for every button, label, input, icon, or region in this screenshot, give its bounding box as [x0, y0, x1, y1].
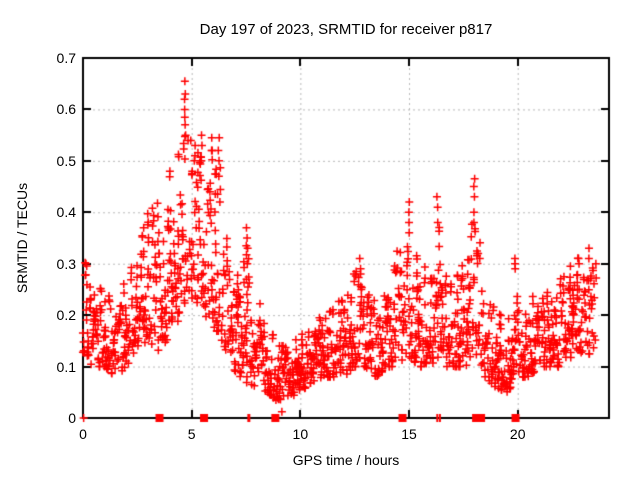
- y-tick-label: 0.2: [56, 307, 76, 324]
- x-tick-label: 5: [187, 426, 196, 442]
- x-axis-label: GPS time / hours: [292, 452, 400, 468]
- x-tick-label: 20: [509, 426, 526, 442]
- y-tick-label: 0.3: [56, 255, 76, 272]
- y-tick-label: 0.1: [56, 358, 76, 375]
- plot-area: [83, 58, 609, 418]
- x-tick-label: 0: [79, 426, 87, 442]
- y-tick-label: 0: [68, 410, 76, 426]
- y-axis-label: SRMTID / TECUs: [14, 182, 30, 294]
- y-tick-label: 0.7: [56, 50, 76, 66]
- x-tick-label: 10: [292, 426, 309, 442]
- y-tick-label: 0.4: [56, 204, 76, 221]
- y-tick-label: 0.5: [56, 152, 76, 169]
- chart-title: Day 197 of 2023, SRMTID for receiver p81…: [199, 21, 493, 38]
- y-tick-label: 0.6: [56, 101, 76, 118]
- x-tick-label: 15: [401, 426, 417, 442]
